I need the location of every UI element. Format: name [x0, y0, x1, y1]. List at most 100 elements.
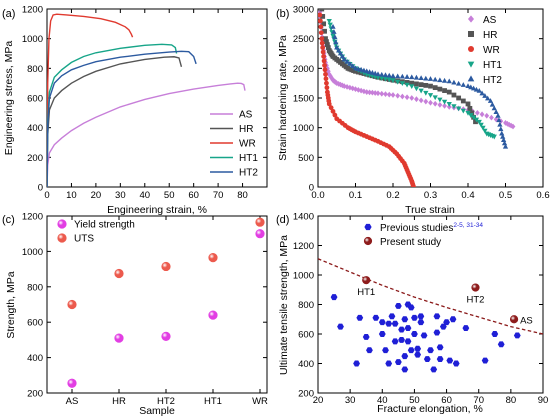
y-tick-label: 1200: [22, 5, 43, 16]
x-axis-label-d: Fracture elongation, %: [377, 403, 483, 415]
y-axis-label-b: Strain hardening rate, MPa: [277, 35, 289, 161]
y-tick-label: 600: [298, 330, 314, 341]
x-tick-label: WR: [252, 396, 268, 407]
panel-c: (c) AS HR HT2 HT1 WR20040060080010001200 Sam…: [2, 212, 268, 418]
legend-label-ht2: HT2: [239, 168, 258, 179]
marker-wr: [318, 18, 323, 23]
y-tick-label: 600: [27, 318, 43, 329]
x-tick-label: 80: [237, 190, 248, 201]
x-tick-label: 0.2: [386, 190, 399, 201]
y-tick-label: 200: [27, 389, 43, 400]
marker-wr: [320, 41, 325, 46]
y-tick-label: 1000: [293, 271, 314, 282]
point-uts-hr: [115, 269, 124, 278]
marker-hr: [456, 96, 461, 101]
legend-previous-refs: 2-5, 31-34: [453, 222, 483, 229]
legend-label-wr: WR: [483, 45, 500, 56]
x-tick-label: 30: [345, 395, 356, 406]
marker-hr: [437, 87, 442, 92]
marker-wr: [319, 30, 324, 35]
x-tick-label: 10: [66, 190, 77, 201]
y-tick-label: 400: [27, 353, 43, 364]
x-tick-label: 0.5: [499, 190, 512, 201]
y-tick-label: 1000: [22, 34, 43, 45]
x-tick-label: 0.3: [424, 190, 437, 201]
annotation-ht2: HT2: [467, 295, 485, 306]
y-tick-label: 1000: [22, 247, 43, 258]
marker-wr: [411, 185, 416, 190]
marker-wr: [320, 45, 325, 50]
x-tick-label: 0.6: [536, 190, 549, 201]
y-tick-label: 1200: [22, 212, 43, 223]
annotation-as: AS: [520, 315, 533, 326]
x-tick-label: 90: [538, 395, 549, 406]
marker-hr: [414, 82, 419, 87]
marker-hr: [461, 99, 466, 104]
point-present-as: [510, 315, 518, 323]
x-tick-label: AS: [66, 396, 79, 407]
legend-label-uts: UTS: [74, 234, 94, 245]
marker-hr: [442, 88, 447, 93]
legend-label-as: AS: [239, 110, 253, 121]
x-tick-label: 20: [313, 395, 324, 406]
marker-hr: [423, 83, 428, 88]
legend-label-ht1: HT1: [483, 60, 502, 71]
legend-label-ht2: HT2: [483, 75, 502, 86]
x-tick-label: 0: [44, 190, 49, 201]
x-tick-label: HR: [112, 396, 126, 407]
marker-wr: [324, 76, 329, 81]
y-axis-label-a: Engineering stress, MPa: [3, 41, 15, 156]
marker-wr: [325, 85, 330, 90]
x-tick-label: 50: [164, 190, 175, 201]
x-tick-label: 20: [91, 190, 102, 201]
point-uts-wr: [256, 218, 265, 227]
marker-wr: [318, 24, 323, 29]
x-axis-label-b: True strain: [405, 204, 455, 216]
y-tick-label: 400: [298, 359, 314, 370]
point-yield-wr: [256, 229, 265, 238]
legend-label-hr: HR: [483, 30, 497, 41]
point-present-ht1: [362, 276, 370, 284]
legend-marker-hr: [468, 31, 474, 37]
y-tick-label: 2000: [293, 64, 314, 75]
point-uts-ht2: [162, 262, 171, 271]
marker-wr: [321, 54, 326, 59]
panel-label-c: (c): [2, 214, 15, 226]
x-tick-label: 40: [139, 190, 150, 201]
panel-d: (d) 20 30 40 50 60 70 80 90 200 400 600 800 1000 1200…: [276, 212, 548, 416]
plot-frame-b: [318, 9, 543, 187]
x-axis-label-a: Engineering strain, %: [107, 204, 207, 216]
panel-label-d: (d): [276, 214, 289, 226]
marker-hr: [467, 106, 472, 111]
legend-label-present: Present study: [380, 237, 441, 248]
y-tick-label: 0: [309, 183, 314, 194]
y-tick-label: 1000: [293, 123, 314, 134]
legend-marker-yield: [58, 220, 67, 229]
marker-hr: [466, 102, 471, 107]
legend-marker-wr: [468, 46, 474, 52]
panel-b: (b) 0.0 0.1 0.2 0.3 0.4 0.5 0.6 0 500 1000 1500 200…: [276, 5, 550, 217]
legend-marker-present: [364, 237, 372, 245]
x-tick-label: 0.4: [461, 190, 474, 201]
x-tick-label: 70: [213, 190, 224, 201]
legend-label-yield: Yield strength: [74, 220, 135, 231]
point-yield-hr: [115, 334, 124, 343]
legend-label-as: AS: [483, 15, 497, 26]
annotation-ht1: HT1: [357, 287, 375, 298]
y-tick-label: 2500: [293, 34, 314, 45]
y-tick-label: 500: [298, 153, 314, 164]
x-tick-label: 0.1: [349, 190, 362, 201]
y-tick-label: 3000: [293, 5, 314, 16]
point-yield-ht2: [162, 332, 171, 341]
panel-a: (a) 0 10 20 30 40 50 60 70 800200400600800100012…: [2, 5, 267, 217]
y-tick-label: 1400: [293, 212, 314, 223]
marker-hr: [433, 85, 438, 90]
marker-hr: [319, 7, 324, 12]
marker-hr: [428, 84, 433, 89]
marker-wr: [322, 59, 327, 64]
y-axis-label-d: Ultimate tensile strength, MPa: [278, 235, 290, 375]
y-tick-label: 800: [27, 282, 43, 293]
y-tick-label: 1500: [293, 94, 314, 105]
y-tick-label: 800: [298, 300, 314, 311]
